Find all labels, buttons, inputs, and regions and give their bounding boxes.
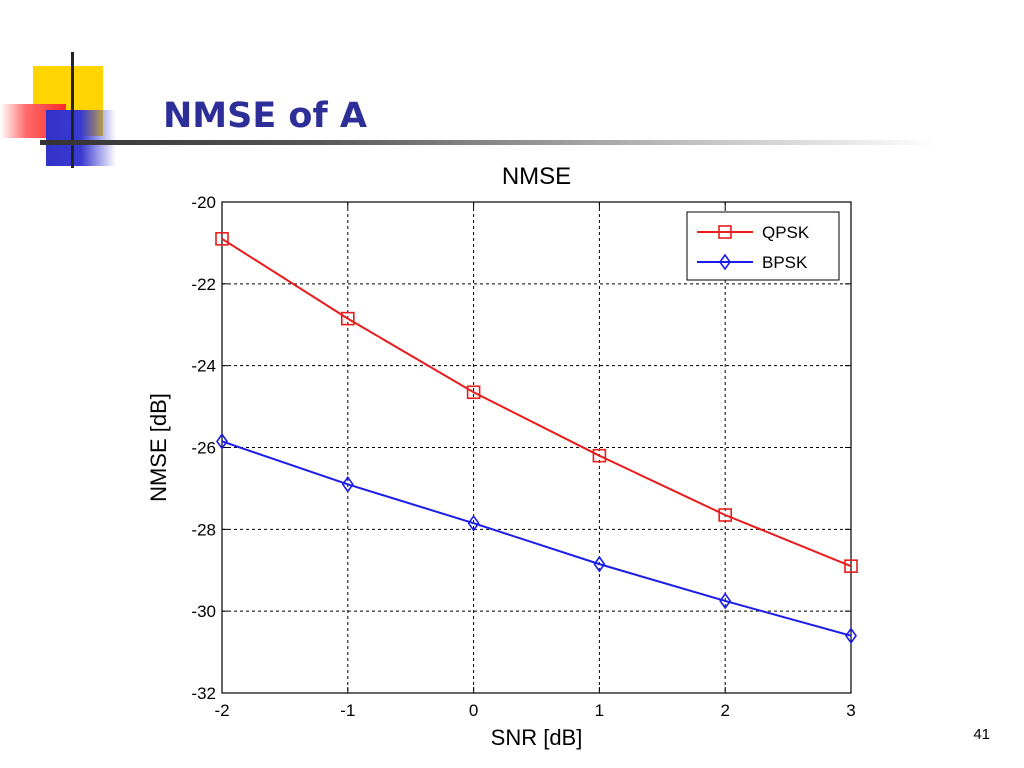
page-number: 41: [973, 726, 990, 743]
slide-title: NMSE of A: [163, 96, 367, 136]
x-tick-label: 2: [720, 701, 729, 720]
series-line-qpsk: [221, 237, 852, 568]
data-point-qpsk: [466, 385, 481, 400]
legend-marker-qpsk: [718, 225, 732, 239]
x-tick-label: -1: [340, 701, 355, 720]
data-point-bpsk: [467, 514, 480, 532]
legend-label-qpsk: QPSK: [762, 223, 810, 242]
y-tick-label: -28: [191, 520, 216, 539]
y-tick-label: -24: [191, 357, 216, 376]
title-underline: [40, 140, 940, 145]
legend-marker-bpsk: [719, 253, 731, 271]
x-axis-label: SNR [dB]: [491, 725, 583, 750]
deco-vertical-line: [71, 52, 74, 168]
series-line-bpsk: [221, 440, 852, 637]
y-tick-label: -22: [191, 275, 216, 294]
data-point-bpsk: [593, 555, 606, 573]
data-point-bpsk: [719, 592, 732, 610]
data-point-qpsk: [718, 508, 733, 522]
y-tick-label: -32: [191, 684, 216, 703]
x-tick-label: 3: [846, 701, 855, 720]
legend-label-bpsk: BPSK: [762, 253, 808, 272]
y-tick-label: -30: [191, 602, 216, 621]
y-tick-label: -26: [191, 439, 216, 458]
data-point-bpsk: [845, 627, 857, 645]
y-tick-label: -20: [191, 193, 216, 212]
x-tick-label: -2: [214, 701, 229, 720]
legend-box: [686, 211, 840, 281]
data-point-bpsk: [341, 475, 354, 493]
data-point-qpsk: [215, 232, 229, 246]
x-tick-label: 1: [595, 701, 604, 720]
chart-title: NMSE: [502, 163, 571, 190]
data-point-qpsk: [592, 448, 607, 463]
data-point-qpsk: [340, 311, 355, 326]
y-axis-label: NMSE [dB]: [146, 393, 171, 502]
deco-blue-square: [46, 110, 116, 166]
x-tick-label: 0: [469, 701, 478, 720]
plot-area: -2 -1 0 1 2 3 -32 -30 -28 -26 -24 -22 -20 NMSE SNR [dB…: [146, 163, 858, 750]
data-point-qpsk: [844, 559, 858, 573]
data-point-bpsk: [216, 432, 228, 450]
